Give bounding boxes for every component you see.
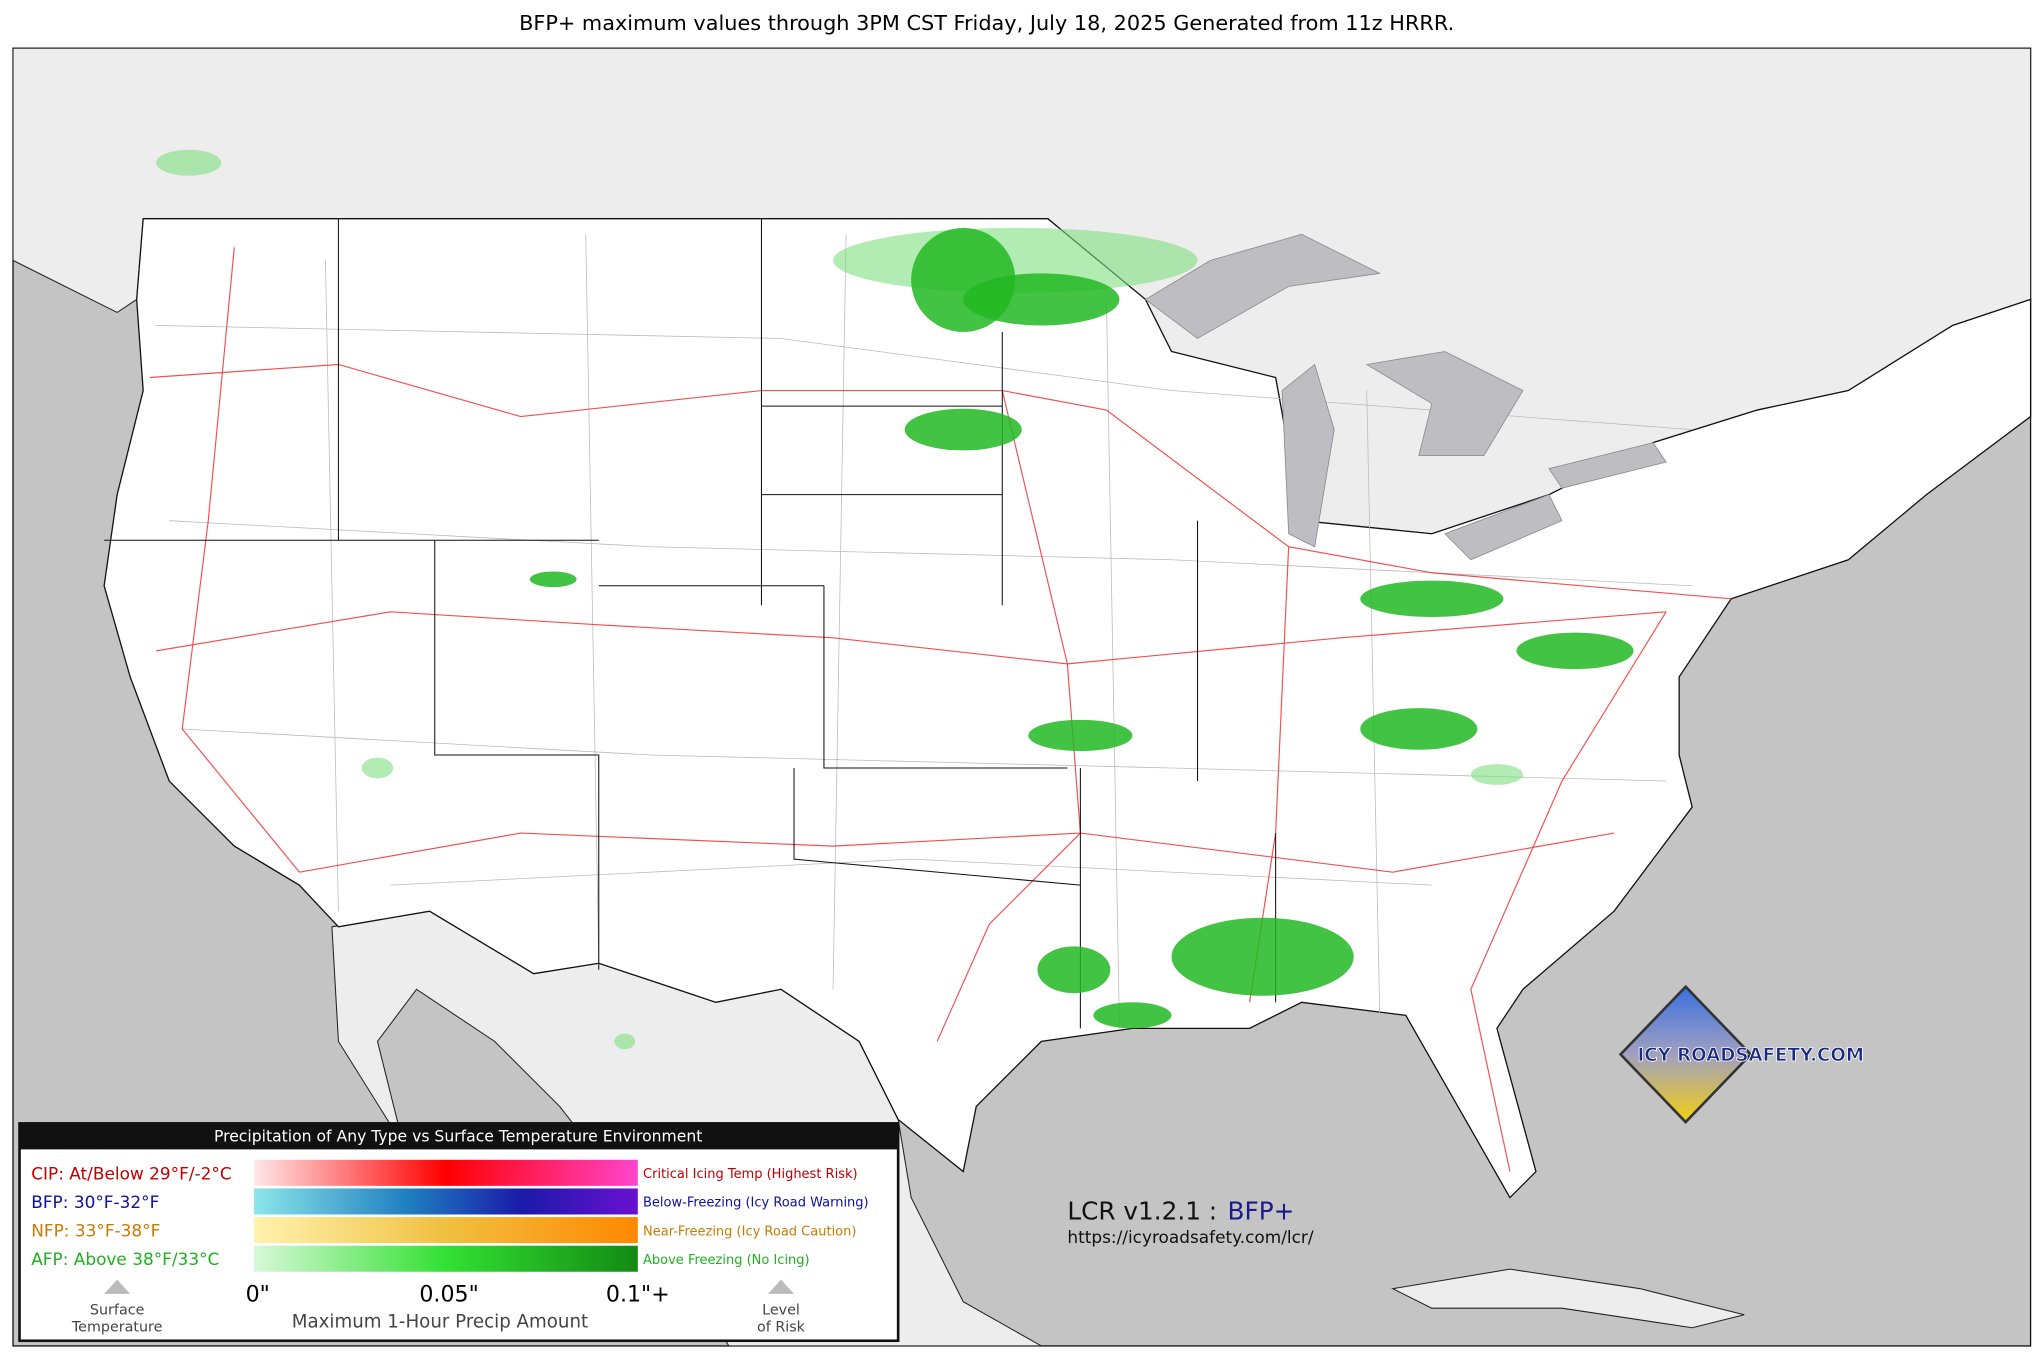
legend-label: AFP: Above 38°F/33°C: [31, 1249, 219, 1269]
logo-text: ICY ROADSAFETY.COM: [1637, 1045, 1864, 1066]
legend-description: Near-Freezing (Icy Road Caution): [643, 1224, 856, 1239]
scale-label: 0.1"+: [606, 1282, 670, 1308]
us-land: [103, 218, 2032, 1199]
legend-label: BFP: 30°F-32°F: [31, 1192, 159, 1212]
scale-label: 0": [246, 1282, 270, 1308]
scale-title: Maximum 1-Hour Precip Amount: [292, 1312, 588, 1333]
product-name: BFP+: [1228, 1197, 1295, 1226]
map-title: BFP+ maximum values through 3PM CST Frid…: [519, 11, 1454, 35]
left-caption: Surface Temperature: [71, 1303, 163, 1336]
legend-description: Critical Icing Temp (Highest Risk): [643, 1167, 858, 1182]
caption-line: Surface: [90, 1303, 145, 1319]
precipitation-areas: [156, 149, 1634, 1050]
url: https://icyroadsafety.com/lcr/: [1067, 1227, 1313, 1247]
caption-line: Level: [762, 1303, 800, 1319]
cuba: [1391, 1268, 1745, 1329]
legend-label: NFP: 33°F-38°F: [31, 1221, 160, 1241]
logo: ICY ROADSAFETY.COM: [1618, 984, 1864, 1124]
product-label: LCR v1.2.1 : BFP+ https://icyroadsafety.c…: [1067, 1197, 1313, 1247]
version-text: LCR v1.2.1 :: [1067, 1197, 1217, 1226]
caption-line: of Risk: [757, 1320, 806, 1336]
lakes: [1144, 233, 1667, 561]
caption-line: Temperature: [71, 1320, 163, 1336]
right-caption: Level of Risk: [757, 1303, 806, 1336]
legend-description: Above Freezing (No Icing): [643, 1253, 810, 1268]
state-lines: [104, 218, 1277, 1029]
legend: Precipitation of Any Type vs Surface Tem…: [18, 1122, 900, 1343]
legend-description: Below-Freezing (Icy Road Warning): [643, 1196, 869, 1211]
legend-label: CIP: At/Below 29°F/-2°C: [31, 1163, 231, 1183]
scale-label: 0.05": [419, 1282, 478, 1308]
legend-header: Precipitation of Any Type vs Surface Tem…: [214, 1128, 702, 1146]
version: LCR v1.2.1 : BFP+: [1067, 1197, 1294, 1226]
